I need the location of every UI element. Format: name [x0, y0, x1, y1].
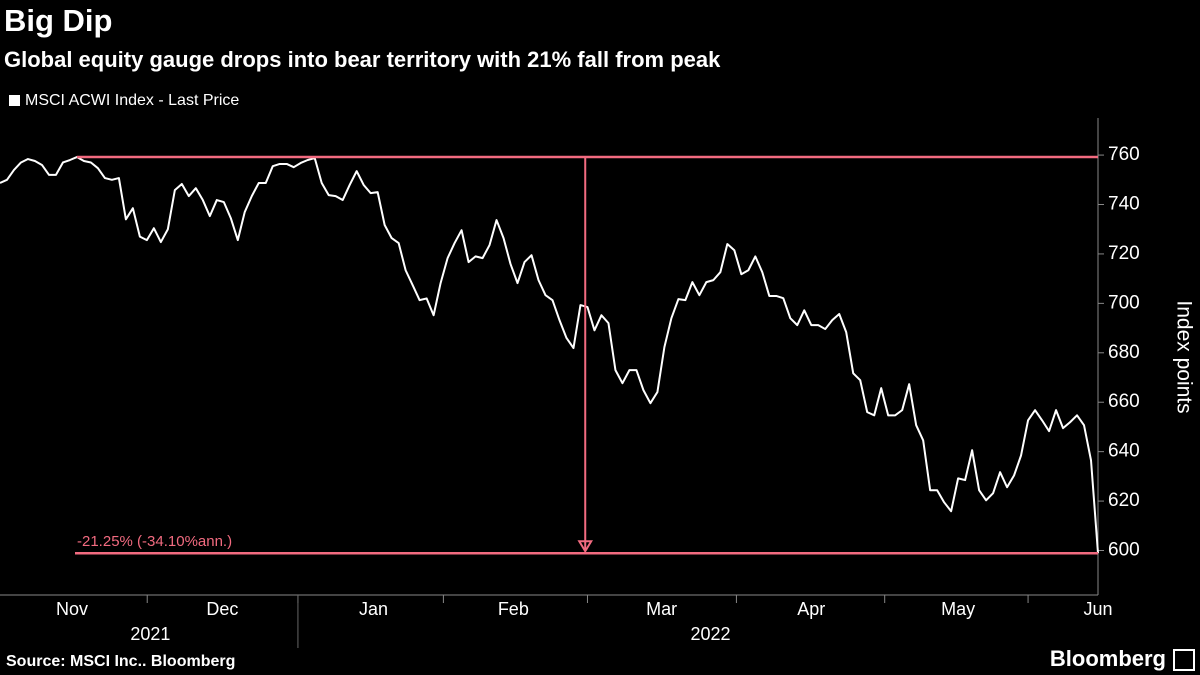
x-tick-label: Dec [206, 599, 238, 619]
x-tick-label: Jun [1083, 599, 1112, 619]
x-tick-label: May [941, 599, 975, 619]
y-tick-label: 620 [1108, 490, 1140, 511]
y-tick-label: 680 [1108, 342, 1140, 363]
arrow-head [577, 540, 594, 554]
y-axis-label: Index points [1172, 300, 1195, 413]
legend-swatch [9, 95, 20, 106]
logo-icon [1173, 649, 1195, 671]
x-tick-label: Apr [797, 599, 825, 619]
x-tick-label: Jan [359, 599, 388, 619]
y-tick-label: 640 [1108, 441, 1140, 462]
y-tick-label: 660 [1108, 391, 1140, 412]
year-label: 2021 [130, 624, 170, 644]
y-tick-label: 760 [1108, 144, 1140, 165]
legend-label: MSCI ACWI Index - Last Price [25, 92, 239, 109]
y-tick-label: 600 [1108, 540, 1140, 561]
source-note: Source: MSCI Inc.. Bloomberg [6, 653, 235, 670]
annotation-label: -21.25% (-34.10%ann.) [77, 533, 232, 550]
x-tick-label: Mar [646, 599, 677, 619]
x-tick-label: Feb [498, 599, 529, 619]
series-line [0, 156, 1099, 554]
chart-subtitle: Global equity gauge drops into bear terr… [4, 47, 721, 72]
year-label: 2022 [691, 624, 731, 644]
y-tick-label: 740 [1108, 194, 1140, 215]
logo-text: Bloomberg [1050, 646, 1166, 671]
x-tick-label: Nov [56, 599, 88, 619]
chart-title: Big Dip [4, 3, 113, 38]
y-tick-label: 720 [1108, 243, 1140, 264]
y-tick-label: 700 [1108, 292, 1140, 313]
